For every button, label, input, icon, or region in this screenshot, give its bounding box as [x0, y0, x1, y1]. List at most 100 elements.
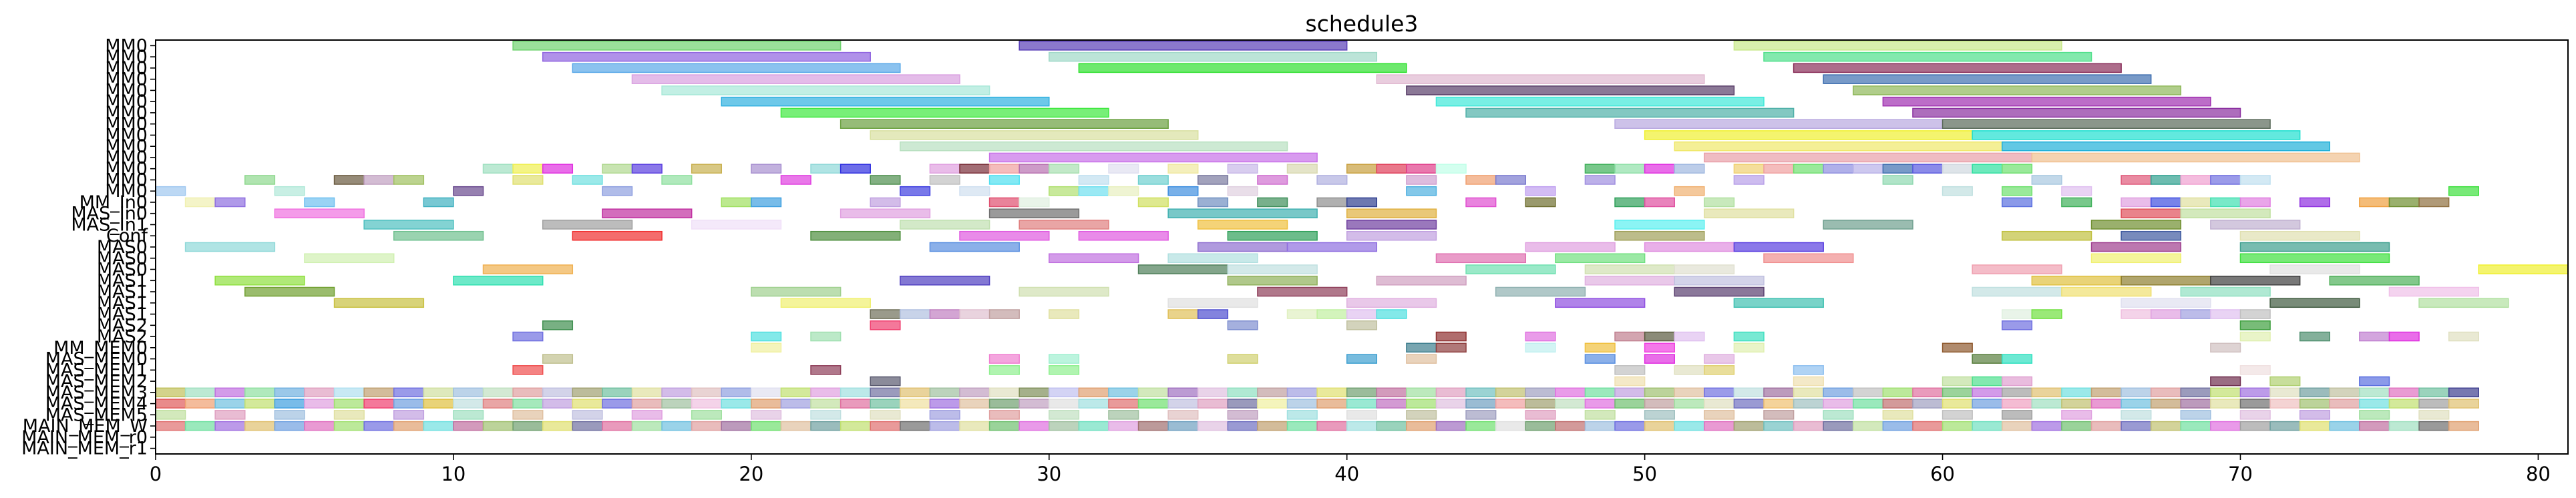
y-tick-label: MM0 — [105, 181, 148, 202]
task-bar — [304, 399, 335, 409]
y-tick-label: MAS1 — [97, 282, 148, 302]
task-bar — [1376, 421, 1407, 431]
task-bar — [1525, 331, 1556, 342]
y-tick-label: MAS_MEM4 — [45, 394, 148, 415]
task-bar — [988, 410, 1020, 420]
task-bar — [1555, 399, 1586, 409]
task-bar — [214, 399, 246, 409]
task-bar — [1495, 399, 1527, 409]
task-bar — [1674, 387, 1705, 398]
task-bar — [1346, 230, 1437, 241]
task-bar — [1197, 220, 1288, 230]
task-bar — [988, 309, 1020, 319]
task-bar — [2090, 220, 2182, 230]
task-bar — [333, 175, 365, 185]
task-bar — [870, 387, 901, 398]
task-bar — [2061, 286, 2152, 297]
task-bar — [929, 421, 960, 431]
task-bar — [1644, 421, 1675, 431]
task-bar — [1733, 175, 1765, 185]
y-tick-label: MM0 — [105, 114, 148, 135]
task-bar — [333, 387, 365, 398]
task-bar — [1704, 197, 1735, 208]
task-bar — [453, 387, 484, 398]
task-bar — [274, 186, 305, 196]
task-bar — [2180, 175, 2211, 185]
task-bar — [244, 175, 276, 185]
task-bar — [1733, 387, 1765, 398]
task-bar — [2388, 421, 2420, 431]
task-bar — [1227, 387, 1258, 398]
task-bar — [1584, 421, 1616, 431]
task-bar — [1763, 387, 1795, 398]
x-tick-label: 50 — [1632, 463, 1657, 485]
task-bar — [1078, 175, 1109, 185]
task-bar — [2180, 197, 2211, 208]
task-bar — [1584, 387, 1616, 398]
task-bar — [1763, 410, 1795, 420]
task-bar — [870, 130, 1199, 140]
task-bar — [1465, 399, 1497, 409]
task-bar — [2150, 421, 2182, 431]
task-bar — [1406, 421, 1437, 431]
task-bar — [988, 152, 1318, 163]
task-bar — [840, 119, 1169, 129]
task-bar — [810, 387, 842, 398]
plot-frame — [155, 39, 2569, 455]
task-bar — [482, 421, 514, 431]
task-bar — [751, 331, 782, 342]
task-bar — [453, 275, 544, 286]
task-bar — [900, 186, 931, 196]
task-bar — [333, 399, 365, 409]
task-bar — [1763, 421, 1795, 431]
task-bar — [1882, 387, 1913, 398]
task-bar — [1644, 342, 1675, 353]
task-bar — [1286, 309, 1318, 319]
task-bar — [2180, 208, 2271, 219]
task-bar — [840, 399, 871, 409]
task-bar — [1704, 208, 1795, 219]
task-bar — [2121, 399, 2152, 409]
task-bar — [1346, 320, 1378, 330]
task-bar — [751, 410, 782, 420]
task-bar — [1525, 421, 1556, 431]
task-bar — [1674, 286, 1765, 297]
task-bar — [1406, 164, 1437, 174]
task-bar — [2329, 399, 2360, 409]
task-bar — [1108, 186, 1139, 196]
task-bar — [1704, 354, 1735, 364]
task-bar — [1733, 399, 1765, 409]
task-bar — [1108, 421, 1139, 431]
task-bar — [1049, 421, 1080, 431]
task-bar — [2210, 175, 2241, 185]
task-bar — [2239, 410, 2271, 420]
task-bar — [1167, 421, 1199, 431]
y-tick-label: MM0 — [105, 125, 148, 146]
task-bar — [1823, 164, 1854, 174]
task-bar — [602, 208, 693, 219]
task-bar — [1257, 399, 1288, 409]
task-bar — [721, 197, 752, 208]
task-bar — [2239, 365, 2271, 375]
task-bar — [2239, 387, 2271, 398]
task-bar — [1167, 253, 1258, 264]
task-bar — [512, 421, 544, 431]
task-bar — [900, 399, 931, 409]
task-bar — [1972, 164, 2003, 174]
task-bar — [1465, 264, 1556, 274]
task-bar — [2359, 410, 2390, 420]
task-bars — [155, 41, 2569, 431]
task-bar — [1882, 96, 2211, 107]
task-bar — [1823, 421, 1854, 431]
task-bar — [1614, 376, 1646, 387]
y-tick-label: MAS_MEM5 — [45, 405, 148, 425]
task-bar — [512, 164, 544, 174]
y-tick-label: MAIN_MEM_r1 — [21, 439, 148, 459]
task-bar — [1555, 253, 1646, 264]
task-bar — [691, 410, 723, 420]
task-bar — [1912, 387, 1944, 398]
task-bar — [1049, 309, 1080, 319]
task-bar — [1614, 119, 1944, 129]
task-bar — [1167, 298, 1258, 308]
task-bar — [1346, 421, 1378, 431]
